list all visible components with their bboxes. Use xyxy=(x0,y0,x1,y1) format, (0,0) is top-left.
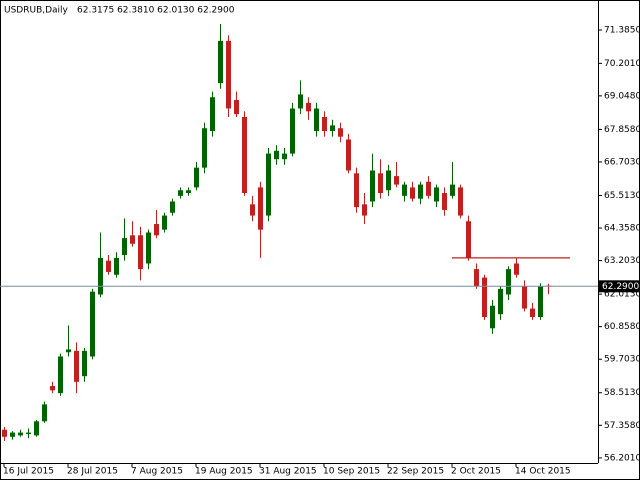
candle-body xyxy=(346,139,351,171)
candle-body xyxy=(138,235,143,270)
candle-body xyxy=(450,184,455,196)
x-tick-label: 2 Oct 2015 xyxy=(451,467,501,477)
candle-body xyxy=(490,305,495,329)
candle-body xyxy=(274,150,279,160)
candle-body xyxy=(458,187,463,216)
x-tick-label: 7 Aug 2015 xyxy=(131,467,183,477)
candle-body xyxy=(98,257,103,295)
candle-body xyxy=(242,116,247,194)
y-tick-label: 62.0130 xyxy=(604,290,640,300)
candle-body xyxy=(338,128,343,137)
candle-body xyxy=(2,429,7,437)
x-tick-label: 19 Aug 2015 xyxy=(195,467,253,477)
y-tick-label: 64.3580 xyxy=(604,224,640,234)
y-tick-label: 60.8580 xyxy=(604,322,640,332)
x-tick-label: 22 Sep 2015 xyxy=(387,467,444,477)
y-tick-label: 66.7030 xyxy=(604,157,640,167)
chart-title: USDRUB,Daily xyxy=(4,6,69,16)
candle-body xyxy=(298,94,303,109)
candle-body xyxy=(378,173,383,194)
candle-body xyxy=(50,386,55,391)
candle-body xyxy=(82,350,87,377)
candle-body xyxy=(426,181,431,196)
candle-body xyxy=(410,187,415,199)
candle-body xyxy=(282,153,287,160)
candle-body xyxy=(498,288,503,315)
y-tick-label: 70.2010 xyxy=(604,59,640,69)
x-tick-label: 31 Aug 2015 xyxy=(259,467,317,477)
y-tick-label: 71.3850 xyxy=(604,26,640,36)
candle-body xyxy=(42,404,47,422)
y-tick-label: 58.5130 xyxy=(604,388,640,398)
x-tick-label: 10 Sep 2015 xyxy=(323,467,380,477)
candle-body xyxy=(178,190,183,196)
ohlc-info: 62.3175 62.3810 62.0130 62.2900 xyxy=(77,6,235,16)
candle-body xyxy=(354,173,359,208)
candle-body xyxy=(202,128,207,168)
candle-body xyxy=(250,204,255,216)
candle-body xyxy=(122,238,127,256)
candle-body xyxy=(442,193,447,210)
candle-body xyxy=(130,235,135,244)
candle-body xyxy=(58,356,63,394)
candle-body xyxy=(218,40,223,84)
y-tick-label: 65.5130 xyxy=(604,191,640,201)
candle-body xyxy=(290,108,295,154)
y-tick-label: 69.0480 xyxy=(604,91,640,101)
candle-body xyxy=(74,350,79,382)
current-price-box xyxy=(599,280,639,293)
candle-body xyxy=(194,167,199,188)
x-tick-label: 28 Jul 2015 xyxy=(67,467,118,477)
candle-body xyxy=(114,257,119,275)
candle-body xyxy=(34,421,39,436)
y-tick-label: 67.8580 xyxy=(604,125,640,135)
candle-body xyxy=(170,201,175,213)
candle-body xyxy=(506,269,511,295)
candle-body xyxy=(162,215,167,230)
candle-body xyxy=(394,176,399,185)
candle-body xyxy=(362,204,367,216)
candle-body xyxy=(26,432,31,434)
candle-body xyxy=(258,187,263,230)
y-tick-label: 56.2010 xyxy=(604,453,640,463)
x-tick-label: 14 Oct 2015 xyxy=(515,467,571,477)
candle-body xyxy=(106,260,111,272)
candle-body xyxy=(466,221,471,258)
y-tick-label: 63.2030 xyxy=(604,256,640,266)
candle-body xyxy=(370,170,375,202)
candle-body xyxy=(386,170,391,191)
x-tick-label: 16 Jul 2015 xyxy=(3,467,54,477)
candle-body xyxy=(10,432,15,437)
current-price-label: 62.2900 xyxy=(602,282,639,292)
candle-body xyxy=(482,277,487,318)
candle-body xyxy=(266,153,271,216)
candle-body xyxy=(90,291,95,357)
candle-body xyxy=(522,286,527,309)
candle-body xyxy=(330,125,335,132)
candle-body xyxy=(226,40,231,109)
candle-body xyxy=(418,184,423,199)
candle-body xyxy=(66,349,71,353)
candle-body xyxy=(322,116,327,132)
candle-body xyxy=(186,190,191,194)
candle-body xyxy=(402,184,407,196)
candle-body xyxy=(530,308,535,318)
candle-body xyxy=(538,286,543,318)
candle-body xyxy=(514,263,519,275)
candle-body xyxy=(18,432,23,436)
candle-body xyxy=(314,108,319,132)
candle-body xyxy=(474,269,479,287)
y-tick-label: 57.3580 xyxy=(604,421,640,431)
y-tick-label: 59.7030 xyxy=(604,355,640,365)
candle-body xyxy=(434,187,439,202)
candle-body xyxy=(210,97,215,132)
candle-body xyxy=(154,224,159,236)
candle-body xyxy=(146,232,151,264)
candle-body xyxy=(306,102,311,112)
candle-body xyxy=(234,100,239,115)
